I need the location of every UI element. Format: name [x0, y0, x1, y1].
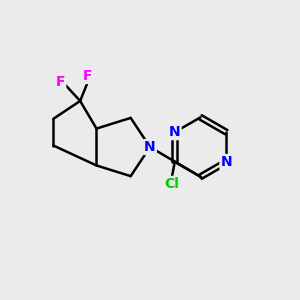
Text: F: F [56, 75, 65, 89]
Text: Cl: Cl [164, 177, 179, 191]
Text: N: N [220, 155, 232, 169]
Text: N: N [144, 140, 156, 154]
Text: N: N [169, 125, 181, 139]
Text: F: F [83, 69, 92, 83]
